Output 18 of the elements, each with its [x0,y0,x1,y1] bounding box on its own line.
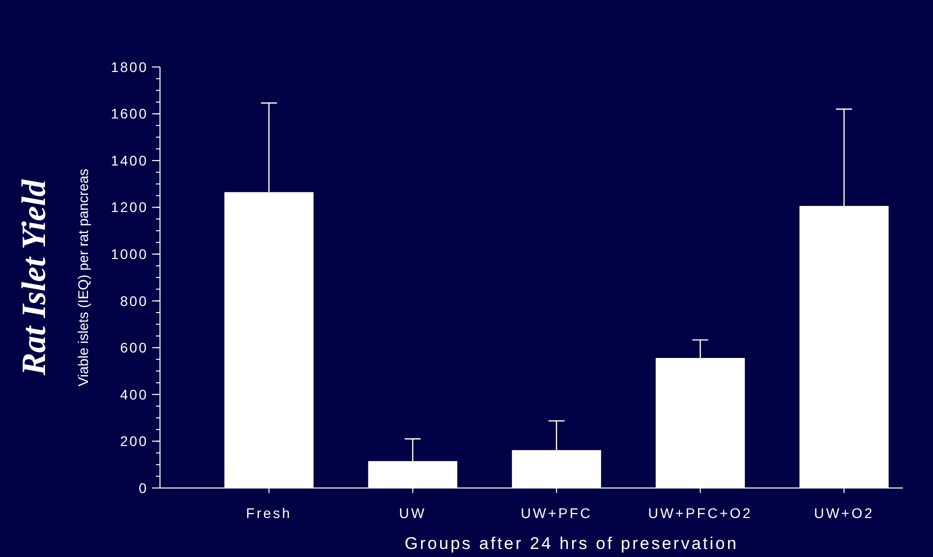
y-tick-label: 200 [120,433,148,450]
y-tick-label: 1000 [110,246,148,262]
y-tick-label: 600 [120,340,148,356]
x-tick-label: UW [399,505,426,521]
y-axis-title: Viable islets (IEQ) per rat pancreas [75,168,91,386]
y-tick-label: 800 [120,292,148,309]
text: Rat Islet Yield [16,178,53,376]
y-tick-label: 1400 [110,152,148,168]
x-tick-label: UW+PFC+O2 [648,505,752,521]
y-tick-label: 1600 [110,106,148,122]
x-tick-label: Fresh [246,505,292,521]
y-tick-label: 0 [138,480,148,496]
y-tick-label: 1800 [110,58,148,75]
x-tick-label: UW+O2 [814,505,874,521]
y-tick-label: 400 [120,386,148,402]
x-tick-label: UW+PFC [520,505,592,521]
x-axis-title: Groups after 24 hrs of preservation [404,534,738,553]
y-tick-label: 1200 [110,199,148,216]
